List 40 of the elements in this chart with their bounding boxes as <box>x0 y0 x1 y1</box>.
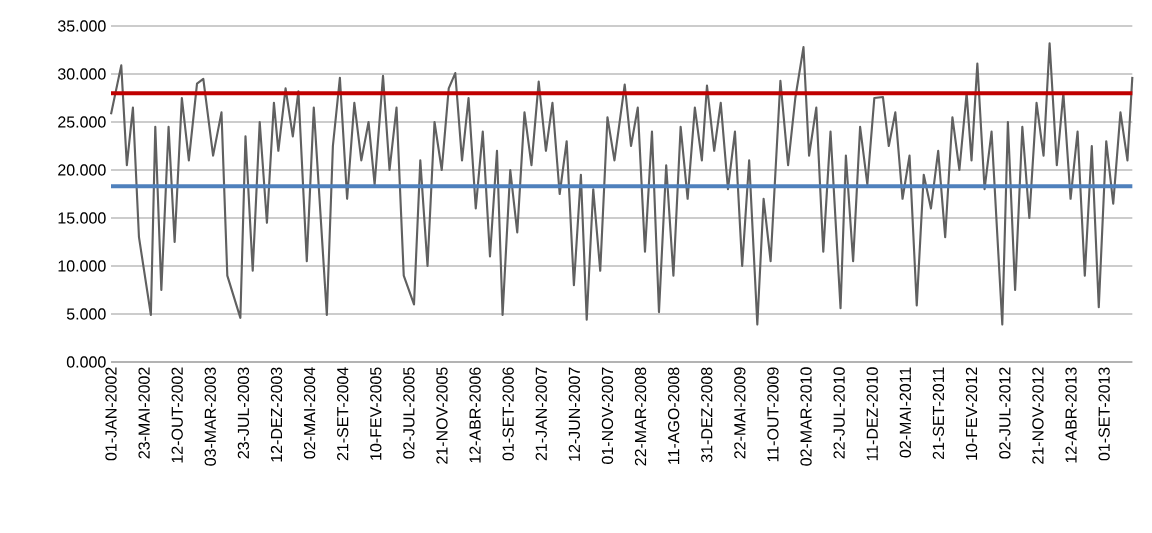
x-tick-label: 03-MAR-2003 <box>204 367 216 466</box>
y-tick-label: 35.000 <box>57 20 106 32</box>
x-tick-label: 01-SET-2013 <box>1098 367 1110 461</box>
x-tick-label: 02-MAI-2004 <box>303 367 316 459</box>
y-tick-label: 30.000 <box>57 68 106 80</box>
y-tick-label: 10.000 <box>58 260 106 272</box>
y-tick-label: 0.000 <box>66 356 106 368</box>
x-tick-label: 11-DEZ-2010 <box>866 367 878 461</box>
x-tick-label: 31-DEZ-2008 <box>701 367 713 463</box>
x-tick-label: 23-MAI-2002 <box>138 367 150 459</box>
x-tick-label: 21-SET-2011 <box>932 367 945 460</box>
x-tick-label: 02-JUL-2005 <box>403 367 415 459</box>
line-series <box>109 42 1134 326</box>
x-tick-label: 01-JAN-2002 <box>105 367 117 461</box>
x-tick-label: 21-NOV-2005 <box>436 367 448 464</box>
x-tick-label: 01-SET-2006 <box>502 367 514 461</box>
y-tick-label: 15.000 <box>58 212 106 224</box>
x-tick-label: 21-NOV-2012 <box>1032 367 1044 464</box>
x-tick-label: 12-DEZ-2003 <box>270 367 283 462</box>
x-tick-label: 11-AGO-2008 <box>667 367 680 464</box>
x-tick-label: 23-JUL-2003 <box>237 367 250 459</box>
y-tick-label: 5.000 <box>66 308 106 320</box>
x-tick-label: 12-ABR-2006 <box>469 367 481 463</box>
x-tick-label: 22-MAI-2009 <box>734 367 746 459</box>
x-tick-label: 11-OUT-2009 <box>767 367 779 462</box>
x-tick-label: 12-ABR-2013 <box>1065 367 1077 463</box>
x-tick-label: 10-FEV-2012 <box>965 367 978 460</box>
x-tick-label: 02-MAR-2010 <box>800 367 812 466</box>
x-tick-label: 10-FEV-2005 <box>370 367 382 460</box>
x-tick-label: 21-JAN-2007 <box>535 367 547 461</box>
y-tick-label: 25.000 <box>58 116 106 128</box>
x-tick-label: 12-JUN-2007 <box>568 367 581 461</box>
y-tick-label: 20.000 <box>58 164 106 176</box>
x-tick-label: 12-OUT-2002 <box>171 367 183 463</box>
x-tick-label: 21-SET-2004 <box>337 367 349 461</box>
x-tick-label: 22-MAR-2008 <box>634 367 647 466</box>
x-tick-label: 01-NOV-2007 <box>601 367 614 464</box>
x-tick-label: 02-MAI-2011 <box>899 367 911 458</box>
x-tick-label: 02-JUL-2012 <box>999 367 1011 459</box>
x-tick-label: 22-JUL-2010 <box>833 367 845 459</box>
